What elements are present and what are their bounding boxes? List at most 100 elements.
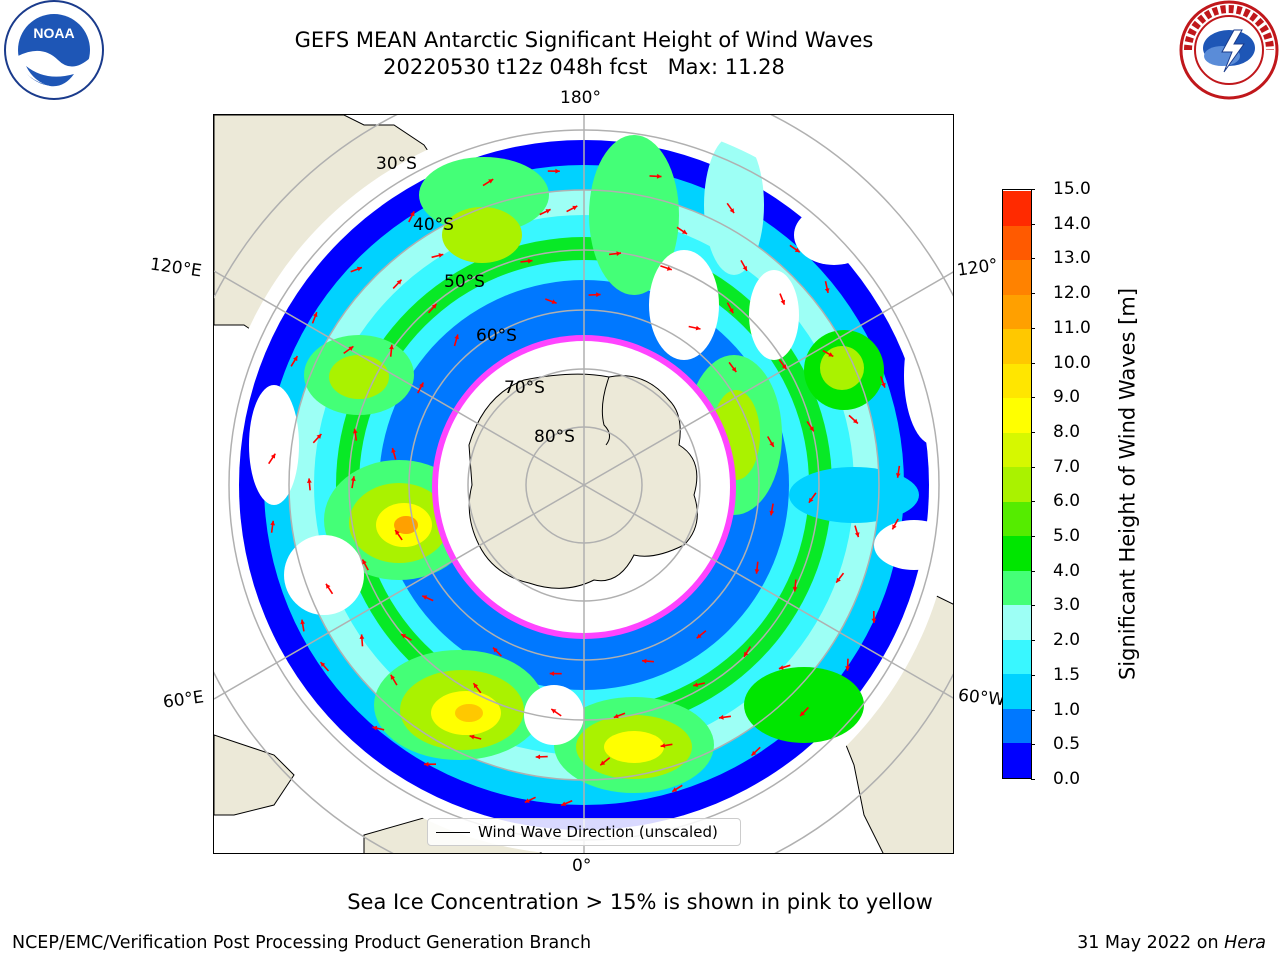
wave-arrow-head [396,279,402,285]
colorbar-band [1003,328,1031,364]
legend-line-swatch [436,832,470,833]
wave-arrow-head [293,356,298,362]
wave-arrow-head [424,761,429,767]
wave-arrow-head [362,559,367,565]
wave-arrow-head [660,743,666,748]
wave-arrow-head [469,734,475,740]
colorbar-band [1003,294,1031,330]
colorbar-tick-label: 13.0 [1031,250,1091,267]
wave-arrow-head [422,595,428,600]
footer-date: 31 May 2022 on Hera [1077,933,1266,953]
wave-arrow-head [769,510,775,516]
latitude-labels: 30°S 40°S 50°S 60°S 70°S 80°S [376,154,575,447]
wave-arrow-head [642,658,647,664]
nws-logo [1178,0,1280,106]
wave-arrow-head [307,478,312,483]
lat-label-70s: 70°S [504,378,545,398]
colorbar-band [1003,570,1031,606]
colorbar-band [1003,259,1031,295]
wave-arrow-head [682,229,687,234]
colorbar-band [1003,604,1031,640]
wave-arrow-head [744,651,749,657]
wave-arrow-head [881,382,886,388]
footer-machine: Hera [1224,933,1266,953]
wave-arrow-head [320,662,326,667]
colorbar-tick-label: 1.0 [1030,701,1080,719]
lon-label-120w: 120° [955,255,1000,281]
colorbar-tick-label: 8.0 [1030,423,1080,441]
wave-arrow-head [488,179,494,184]
wave-arrow-head [780,299,786,305]
wave-arrow-head [672,787,678,792]
wind-wave-arrows [268,168,901,807]
lon-label-0: 0° [572,856,592,876]
colorbar-tick-label: 0.0 [1030,771,1080,788]
lon-label-180: 180° [560,88,601,108]
colorbar-tick-label: 10.0 [1031,354,1091,372]
lon-label-60e: 60°E [161,687,206,713]
noaa-logo: NOAA [2,0,106,108]
colorbar-tick-label: 7.0 [1030,458,1080,476]
wave-arrow-head [845,666,850,671]
wave-arrow-head [794,247,800,253]
wave-arrow-head [395,530,400,535]
chart-subtitle: 20220530 t12z 048h fcst Max: 11.28 [383,55,785,79]
wave-arrow-head [695,325,701,331]
lat-label-60s: 60°S [476,326,517,346]
wave-arrow-head [600,760,606,766]
footer-credit: NCEP/EMC/Verification Post Processing Pr… [12,933,592,953]
wave-arrow-head [613,713,619,719]
colorbar-tick-label: 3.0 [1030,597,1080,614]
wave-arrow-head [389,344,394,350]
polar-map: 30°S 40°S 50°S 60°S 70°S 80°S [213,114,954,854]
colorbar-band [1003,225,1031,261]
wave-arrow-head [545,209,551,214]
wave-arrow-head [316,434,322,439]
wave-arrow-head [754,569,760,574]
colorbar [1002,189,1032,779]
colorbar-band [1003,363,1031,399]
wave-arrow-head [549,671,555,676]
wave-arrow-head [527,258,533,264]
wave-arrow-head [696,633,702,639]
wave-arrow-head [729,308,734,314]
wave-arrow-head [438,253,444,258]
wave-arrow-head [352,428,358,434]
wave-arrow-head [372,725,378,731]
lon-label-120e: 120°E [148,254,203,282]
wave-arrow-head [693,682,698,687]
colorbar-band [1003,501,1031,537]
wave-arrow-head [313,312,318,318]
colorbar-band [1003,397,1031,433]
colorbar-band [1003,639,1031,675]
wave-arrow-head [572,205,578,211]
wave-arrow-head [348,346,354,351]
lat-label-80s: 80°S [534,427,575,447]
wave-arrow-head [270,520,275,526]
wave-arrow-head [751,750,757,756]
colorbar-tick-label: 2.0 [1030,632,1080,649]
wave-arrow-head [555,168,560,174]
legend-label: Wind Wave Direction (unscaled) [478,823,718,841]
colorbar-band [1003,742,1031,778]
wave-arrow-head [719,714,724,720]
wave-arrow-head [596,292,601,298]
wave-arrow-head [270,453,276,459]
colorbar-tick-label: 11.0 [1031,319,1091,337]
wave-arrow-head [300,619,305,625]
wave-arrow-head [853,418,858,424]
chart-title: GEFS MEAN Antarctic Significant Height o… [294,28,874,52]
colorbar-tick-label: 6.0 [1030,493,1080,510]
wave-arrow-head [800,711,805,717]
lat-label-30s: 30°S [376,154,417,174]
wave-arrow-head [431,303,437,309]
colorbar-band [1003,673,1031,709]
colorbar-band [1003,535,1031,571]
graticule [214,115,953,853]
wave-arrow-head [350,476,356,482]
wave-arrow-head [824,288,830,293]
colorbar-band [1003,432,1031,468]
wave-arrow-head [359,634,365,639]
wave-arrow-head [792,586,798,592]
wave-arrow-head [390,674,395,680]
